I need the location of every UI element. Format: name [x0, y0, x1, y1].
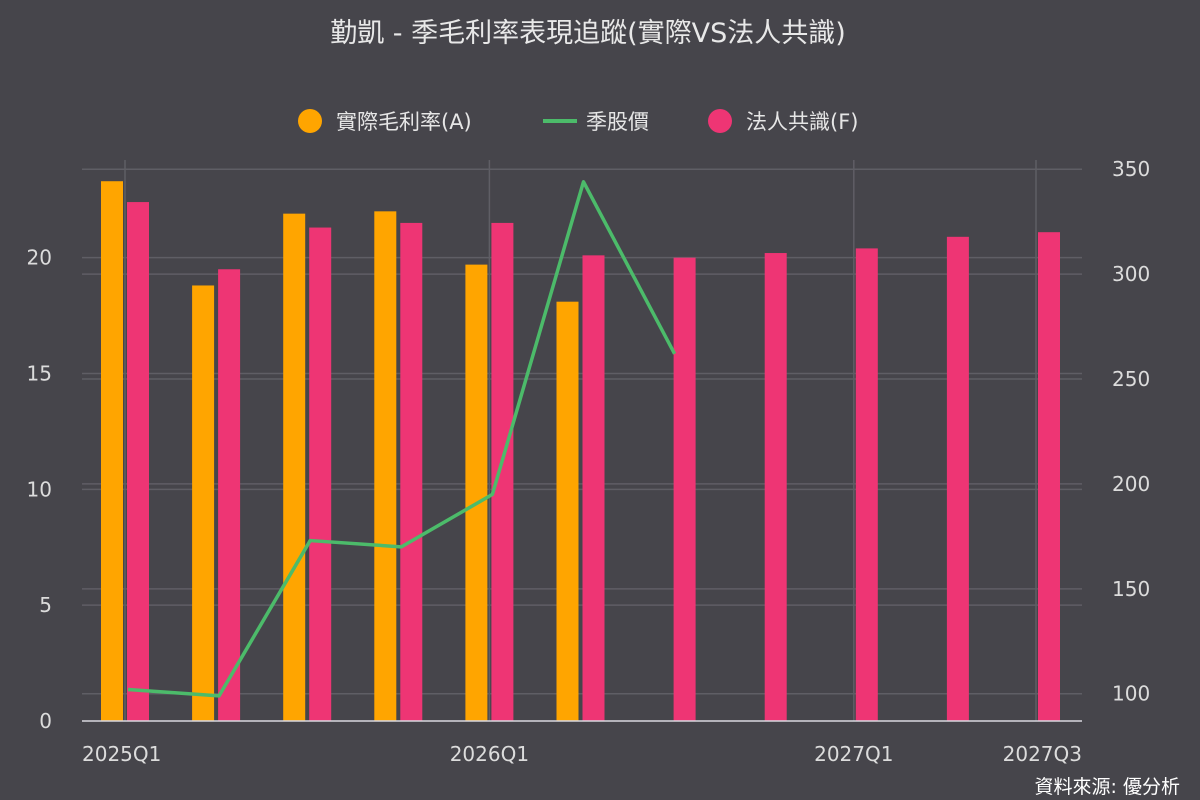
actual-margin-bar — [283, 213, 306, 721]
consensus-margin-bar — [1038, 232, 1060, 721]
y-left-tick-label: 15 — [27, 362, 52, 386]
x-tick-label: 2027Q1 — [814, 742, 893, 766]
legend: 實際毛利率(A) 季股價 法人共識(F) — [298, 109, 858, 134]
consensus-margin-bar — [582, 255, 605, 721]
consensus-margin-bar — [764, 253, 787, 722]
source-note: 資料來源: 優分析 — [1035, 776, 1180, 798]
chart-title: 勤凱 - 季毛利率表現追蹤(實際VS法人共識) — [330, 18, 846, 49]
y-left-tick-label: 10 — [27, 477, 52, 501]
consensus-margin-bar — [309, 227, 332, 722]
actual-margin-bar — [374, 211, 397, 722]
y-right-tick-label: 250 — [1112, 367, 1150, 391]
x-tick-label: 2025Q1 — [82, 742, 161, 766]
consensus-margin-bar — [218, 269, 241, 721]
consensus-margin-bar — [855, 248, 878, 721]
consensus-margin-bar — [400, 222, 423, 721]
bars — [101, 181, 1060, 722]
price-line-group — [127, 180, 677, 698]
x-tick-label: 2026Q1 — [450, 742, 529, 766]
axes: 0 5 10 15 20 100 150 200 250 300 350 2025Q1 2026Q1 20… — [27, 157, 1151, 766]
consensus-margin-bar — [127, 202, 149, 722]
legend-marker — [298, 109, 322, 133]
y-right-tick-label: 350 — [1112, 157, 1150, 181]
price-line — [127, 180, 677, 698]
y-right-tick-label: 150 — [1112, 577, 1150, 601]
consensus-margin-bar — [946, 236, 969, 722]
actual-margin-bar — [465, 264, 488, 721]
y-right-tick-label: 300 — [1112, 262, 1150, 286]
legend-label: 實際毛利率(A) — [336, 110, 472, 134]
actual-margin-bar — [101, 181, 123, 721]
grid — [82, 160, 1082, 721]
actual-margin-bar — [556, 301, 579, 721]
y-left-tick-label: 0 — [39, 709, 52, 733]
legend-marker — [708, 109, 732, 133]
actual-margin-bar — [192, 285, 215, 721]
y-left-tick-label: 5 — [39, 593, 52, 617]
y-left-tick-label: 20 — [27, 246, 52, 270]
x-tick-label: 2027Q3 — [1003, 742, 1082, 766]
y-right-tick-label: 200 — [1112, 472, 1150, 496]
y-right-tick-label: 100 — [1112, 682, 1150, 706]
legend-label: 季股價 — [586, 110, 649, 134]
consensus-margin-bar — [491, 222, 514, 721]
legend-label: 法人共識(F) — [746, 110, 858, 134]
consensus-margin-bar — [673, 257, 696, 721]
